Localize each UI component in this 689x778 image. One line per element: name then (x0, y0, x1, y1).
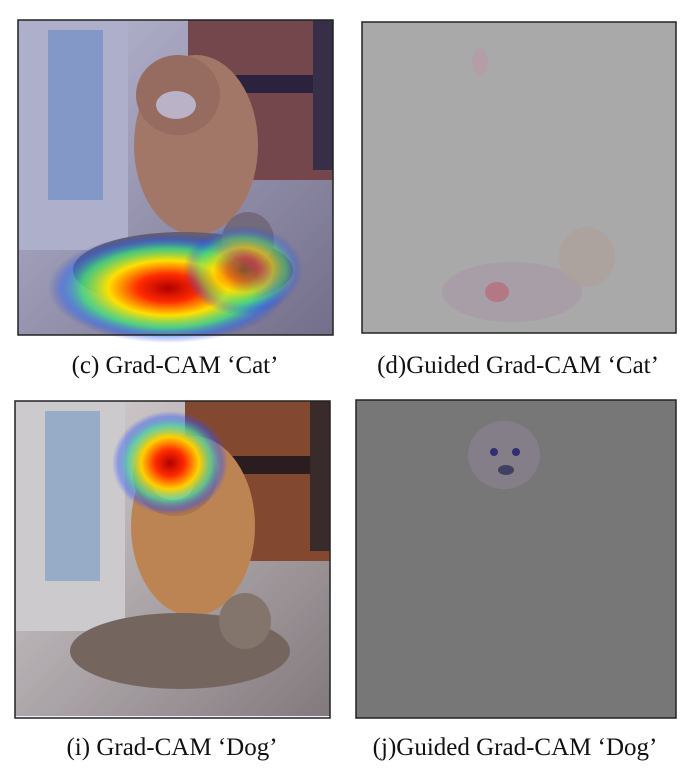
panel-caption: (j)Guided Grad-CAM ‘Dog’ (373, 734, 658, 761)
guided-grad-cam-dog-image (355, 399, 677, 719)
panel-caption: (c) Grad-CAM ‘Cat’ (72, 352, 279, 379)
grad-cam-cat-image (17, 19, 334, 343)
panel-caption: (d)Guided Grad-CAM ‘Cat’ (377, 352, 659, 379)
grad-cam-dog-image (14, 400, 331, 719)
guided-grad-cam-cat-image (361, 21, 677, 334)
panel-caption: (i) Grad-CAM ‘Dog’ (66, 734, 277, 761)
